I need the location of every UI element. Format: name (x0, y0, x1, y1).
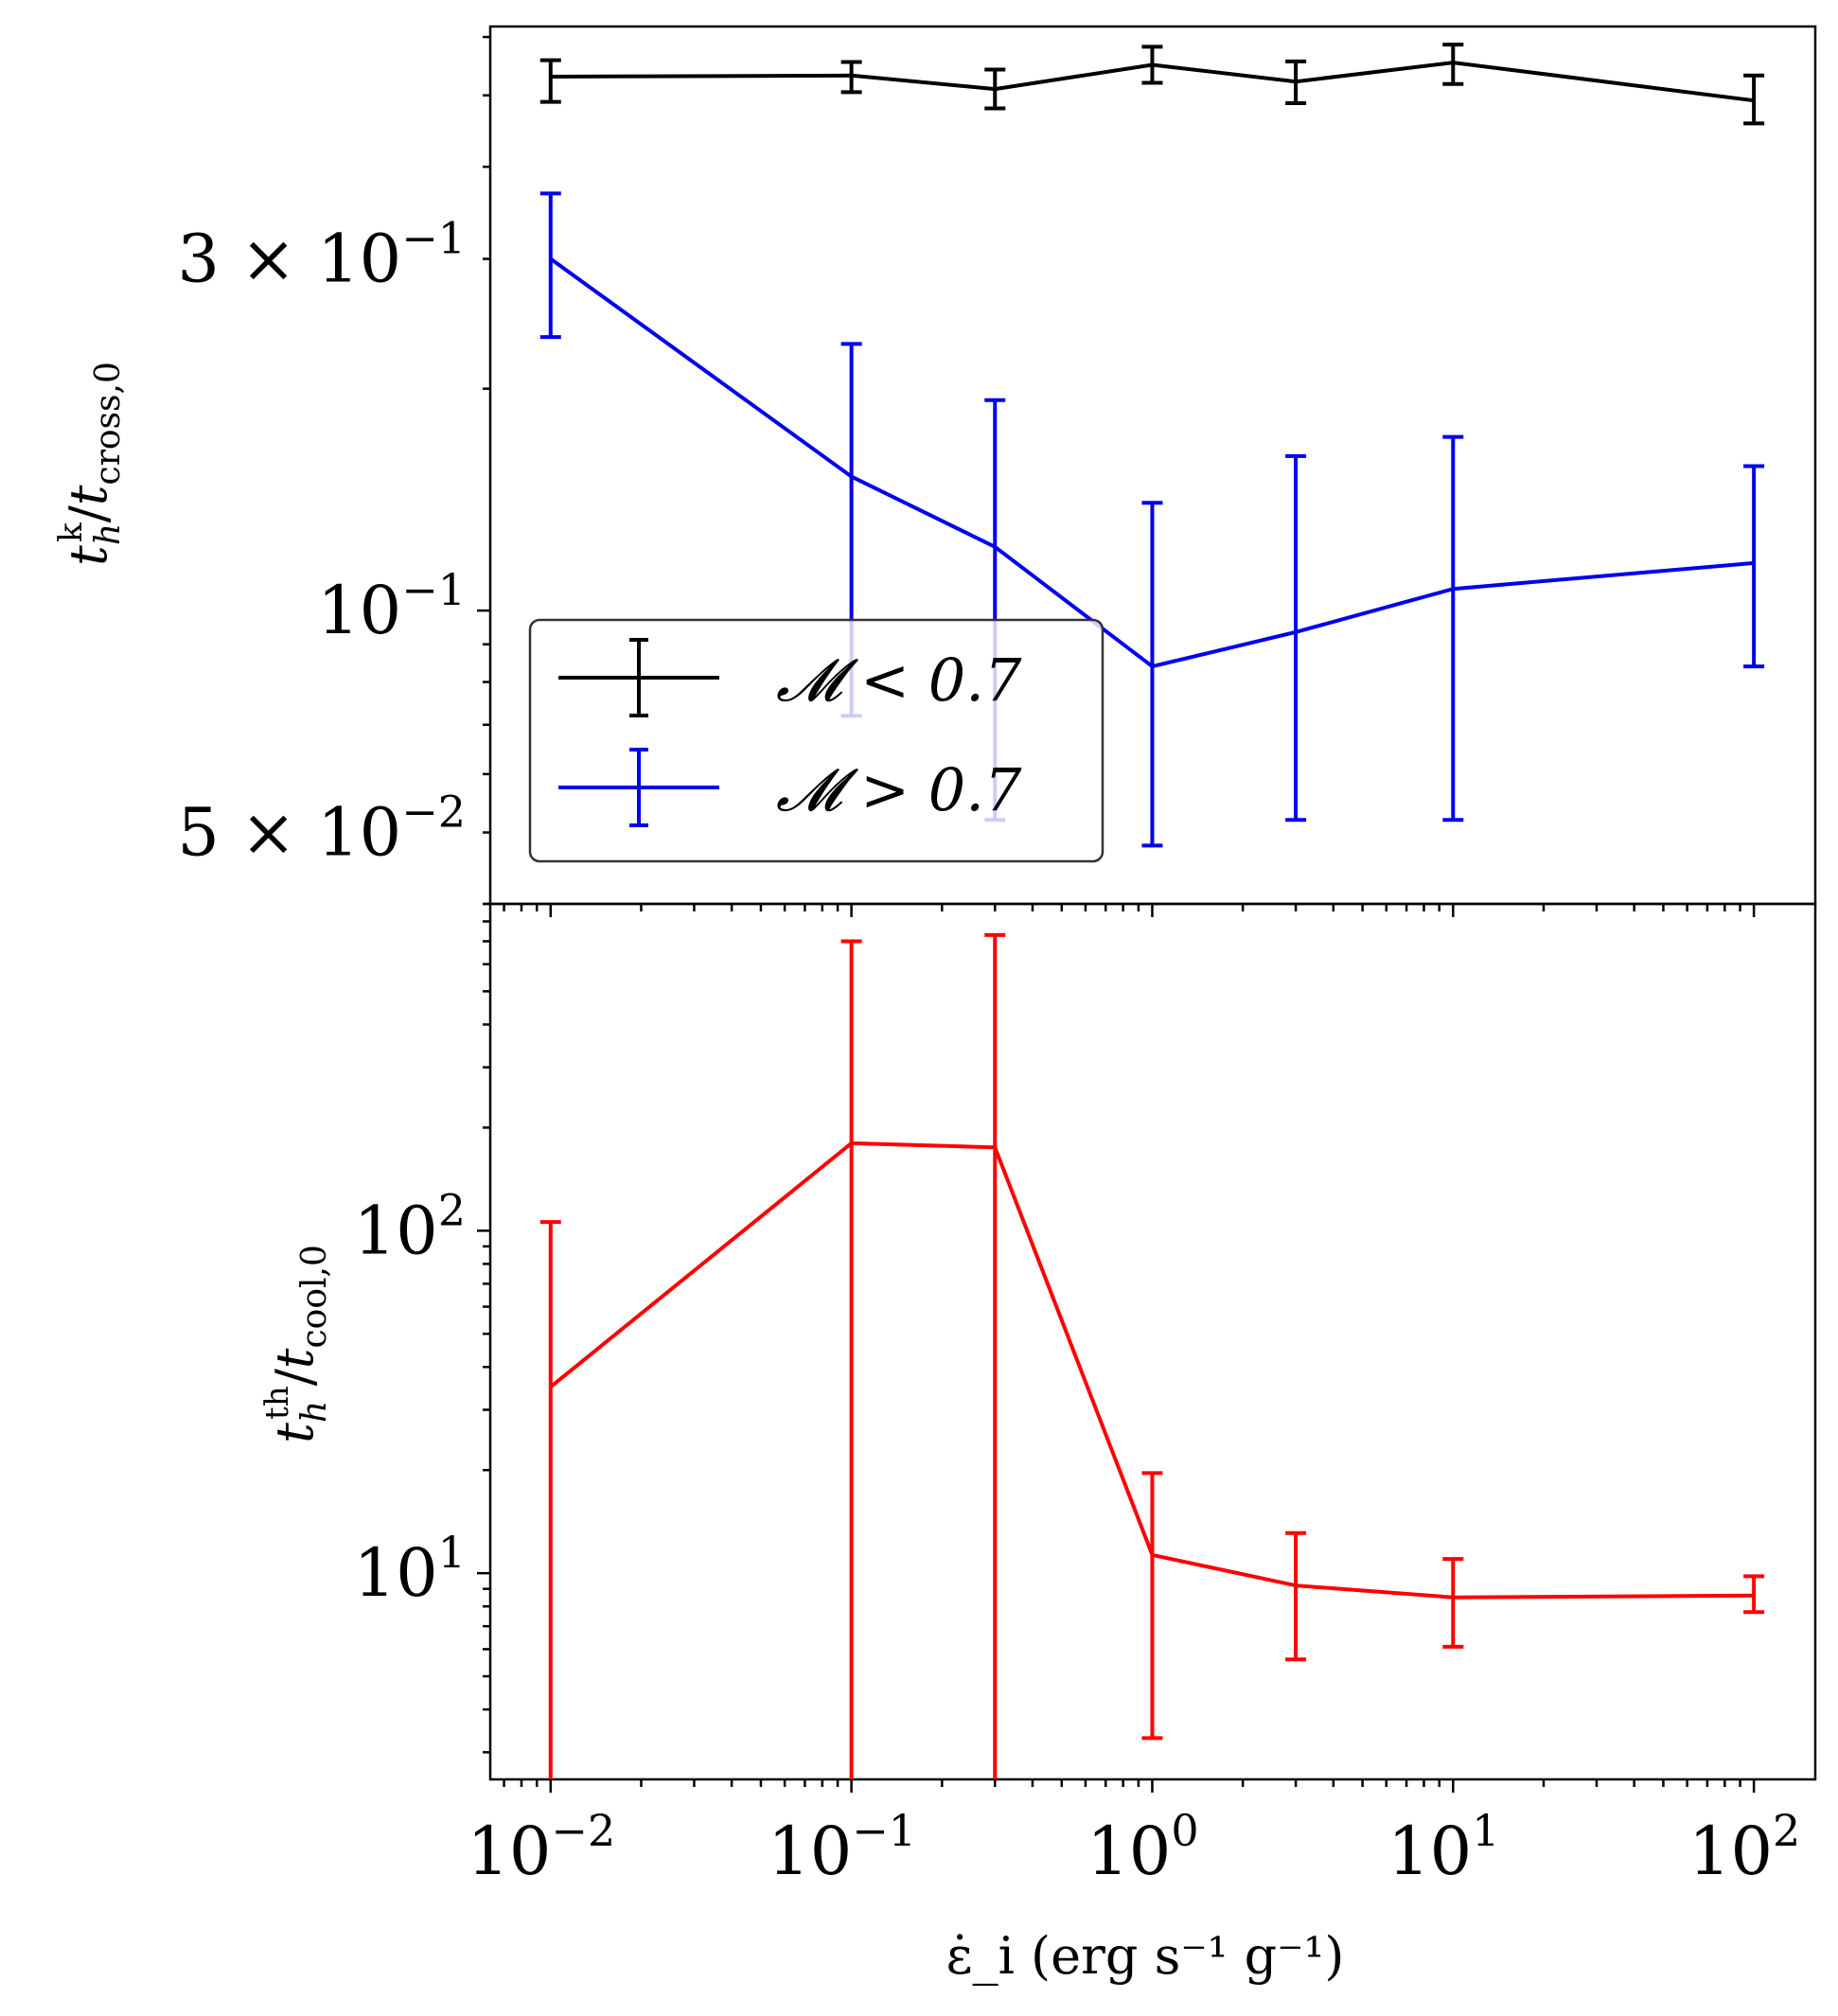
top-minor-ticks (477, 35, 1756, 917)
top-y-tick-label: 3 × 10−1 (177, 213, 466, 298)
top-series-layer (539, 43, 1765, 848)
x-tick-label: 10−2 (467, 1805, 615, 1890)
x-tick-label: 100 (1087, 1805, 1198, 1890)
legend: 𝓜 < 0.7 𝓜 > 0.7 (528, 618, 1105, 863)
bottom-series-layer (539, 932, 1765, 1779)
legend-box (528, 618, 1105, 863)
x-tick-label: 102 (1688, 1805, 1800, 1890)
legend-entry-blue: 𝓜 > 0.7 (558, 748, 1022, 827)
legend-entry-black: 𝓜 < 0.7 (558, 638, 1022, 717)
top-y-tick-label: 10−1 (317, 564, 466, 649)
bottom-y-tick-label: 101 (354, 1527, 466, 1612)
legend-label-black: 𝓜 < 0.7 (776, 645, 1022, 715)
top-y-tick-labels: 3 × 10−1 10−1 5 × 10−2 (177, 213, 466, 872)
bottom-y-tick-labels: 102 101 (354, 1184, 466, 1612)
bottom-minor-ticks (477, 902, 1756, 1793)
x-tick-label: 10−1 (768, 1805, 916, 1890)
bottom-y-axis-label: thth/tcool,0 (258, 1245, 334, 1443)
legend-label-blue: 𝓜 > 0.7 (776, 755, 1022, 824)
top-panel: 3 × 10−1 10−1 5 × 10−2 thk/tcross,0 𝓜 < 0.… (52, 25, 1817, 917)
top-y-tick-label: 5 × 10−2 (177, 787, 466, 872)
bottom-x-tick-labels: 10−2 10−1 100 101 102 (467, 1805, 1800, 1890)
bottom-y-tick-label: 102 (354, 1184, 466, 1269)
top-y-axis-label: thk/tcross,0 (52, 362, 128, 566)
bottom-panel: 102 101 10−2 10−1 100 101 102 thth/tcool,0 ε̇… (258, 902, 1817, 1986)
x-axis-label: ε̇_i (erg s⁻¹ g⁻¹) (946, 1926, 1345, 1986)
x-tick-label: 101 (1387, 1805, 1499, 1890)
